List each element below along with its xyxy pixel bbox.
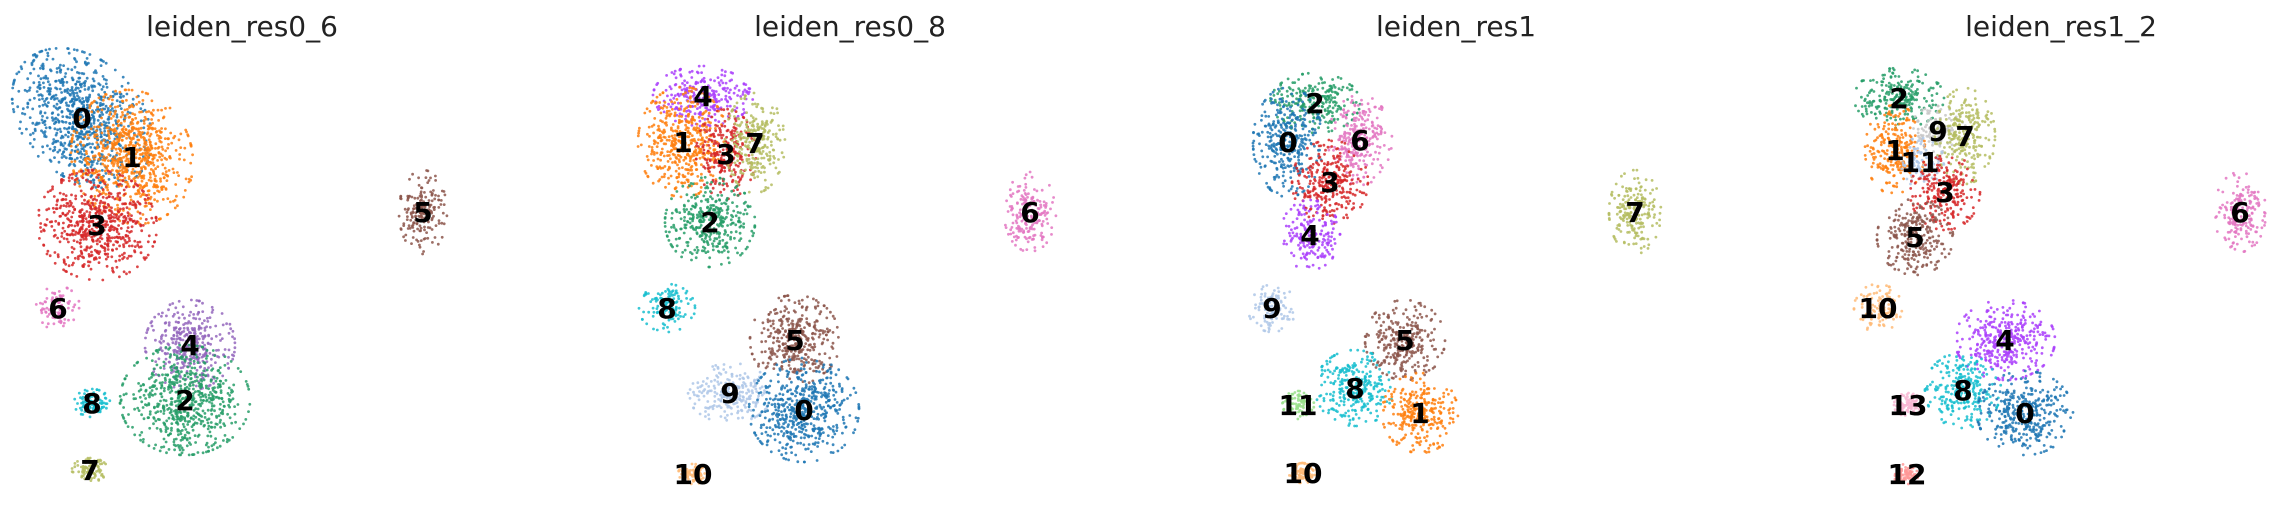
cluster-9-points	[686, 362, 769, 422]
cluster-label-3: 3	[87, 209, 106, 242]
cluster-8-points	[1923, 354, 2003, 430]
cluster-label-5: 5	[1905, 221, 1924, 254]
cluster-label-1: 1	[1410, 397, 1429, 430]
cluster-0-points	[1976, 369, 2075, 457]
cluster-label-10: 10	[1859, 292, 1898, 325]
cluster-label-1: 1	[673, 126, 692, 159]
cluster-label-5: 5	[413, 196, 432, 229]
cluster-1-points	[69, 88, 195, 226]
cluster-label-7: 7	[745, 127, 764, 160]
cluster-label-4: 4	[180, 329, 199, 362]
cluster-label-3: 3	[716, 138, 735, 171]
cluster-label-11: 11	[1279, 389, 1318, 422]
panel-title: leiden_res0_8	[754, 10, 946, 43]
cluster-label-4: 4	[1300, 219, 1319, 252]
cluster-2-points	[663, 175, 757, 269]
umap-panel-1: leiden_res0_6 01 3 6 4 2 8 7 5	[10, 10, 449, 487]
cluster-label-9: 9	[1928, 115, 1947, 148]
cluster-5-points	[1875, 198, 1955, 277]
cluster-8-points	[637, 282, 697, 334]
cluster-label-2: 2	[1305, 87, 1324, 120]
cluster-5-points	[1363, 299, 1447, 381]
cluster-label-3: 3	[1935, 176, 1954, 209]
cluster-6-points	[34, 286, 81, 329]
cluster-label-4: 4	[693, 80, 712, 113]
cluster-3-points	[1290, 138, 1370, 225]
cluster-8-points	[73, 387, 112, 419]
panel-title: leiden_res0_6	[146, 10, 338, 43]
cluster-0-points	[747, 356, 861, 464]
cluster-label-0: 0	[2015, 397, 2034, 430]
panel-title: leiden_res1	[1376, 10, 1536, 43]
cluster-label-12: 12	[1888, 458, 1927, 491]
cluster-1-points	[636, 85, 730, 199]
cluster-label-13: 13	[1889, 389, 1928, 422]
cluster-2-points	[118, 343, 252, 457]
cluster-11-points	[1281, 389, 1316, 421]
cluster-10-points	[677, 462, 709, 486]
cluster-label-0: 0	[72, 102, 91, 135]
cluster-12-points	[1893, 463, 1922, 486]
cluster-label-8: 8	[1345, 372, 1364, 405]
cluster-4-points	[651, 64, 755, 128]
cluster-6-points	[2214, 171, 2267, 254]
cluster-label-6: 6	[1020, 196, 1039, 229]
cluster-label-7: 7	[1625, 196, 1644, 229]
panel-title: leiden_res1_2	[1965, 10, 2157, 43]
cluster-8-points	[1315, 348, 1393, 428]
cluster-4-points	[1282, 198, 1342, 270]
cluster-5-points	[748, 294, 840, 385]
cluster-label-10: 10	[674, 458, 713, 491]
cluster-label-3: 3	[1320, 166, 1339, 199]
cluster-0-points	[1251, 86, 1323, 198]
cluster-label-5: 5	[1395, 324, 1414, 357]
cluster-label-6: 6	[48, 292, 67, 325]
cluster-label-1: 1	[1885, 134, 1904, 167]
cluster-1-points	[1382, 371, 1460, 454]
cluster-4-points	[1955, 299, 2057, 382]
cluster-label-10: 10	[1284, 457, 1323, 490]
cluster-label-0: 0	[1278, 126, 1297, 159]
cluster-10-points	[1852, 283, 1904, 331]
cluster-5-points	[397, 169, 449, 256]
cluster-label-9: 9	[1262, 292, 1281, 325]
cluster-10-points	[1288, 461, 1319, 485]
cluster-label-8: 8	[82, 387, 101, 420]
cluster-label-2: 2	[175, 384, 194, 417]
cluster-label-8: 8	[657, 292, 676, 325]
cluster-label-0: 0	[794, 394, 813, 427]
cluster-9-points	[1248, 284, 1295, 334]
cluster-label-11: 11	[1901, 146, 1940, 179]
cluster-label-5: 5	[785, 324, 804, 357]
cluster-label-4: 4	[1995, 324, 2014, 357]
cluster-2-points	[1269, 71, 1362, 135]
cluster-label-2: 2	[1889, 82, 1908, 115]
cluster-7-points	[1607, 168, 1663, 255]
cluster-label-7: 7	[80, 454, 99, 487]
cluster-3-points	[37, 168, 158, 282]
cluster-label-1: 1	[122, 141, 141, 174]
cluster-7-points	[70, 456, 107, 482]
cluster-label-7: 7	[1955, 120, 1974, 153]
cluster-7-points	[723, 91, 787, 194]
cluster-6-points	[1004, 170, 1058, 253]
cluster-label-6: 6	[2230, 196, 2249, 229]
cluster-6-points	[1327, 95, 1394, 187]
cluster-13-points	[1892, 391, 1924, 417]
cluster-label-2: 2	[700, 206, 719, 239]
cluster-label-9: 9	[720, 377, 739, 410]
umap-panel-2: leiden_res0_8 41 3 7 2 8 5 9 0 10 6	[636, 10, 1058, 491]
cluster-label-8: 8	[1953, 374, 1972, 407]
cluster-label-6: 6	[1350, 124, 1369, 157]
cluster-7-points	[1933, 86, 1997, 186]
